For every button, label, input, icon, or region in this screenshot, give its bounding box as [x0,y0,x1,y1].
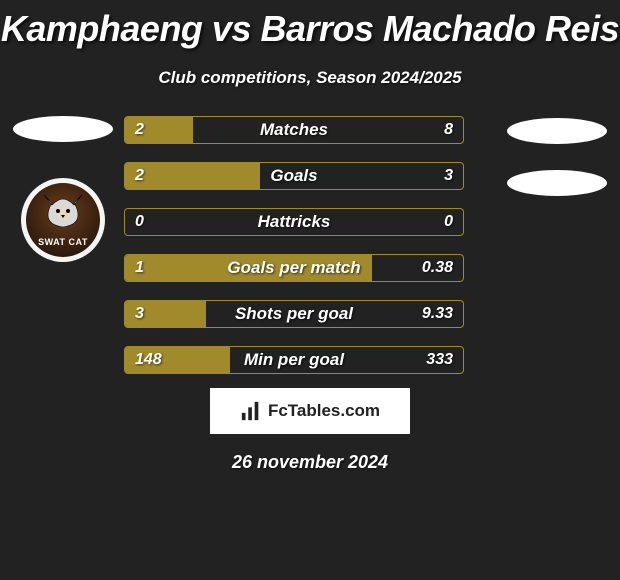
stats-bars: 2Matches8 2Goals3 0Hattricks0 1Goals per ma… [118,116,502,374]
stat-label: Goals per match [125,255,463,281]
badge-inner: SWAT CAT [26,183,100,257]
stat-row: 3Shots per goal9.33 [124,300,464,328]
chart-icon [240,400,262,422]
stat-right-value: 9.33 [422,301,453,327]
stat-row: 0Hattricks0 [124,208,464,236]
stat-right-value: 0.38 [422,255,453,281]
page-title: Kamphaeng vs Barros Machado Reis [0,0,620,50]
stat-label: Min per goal [125,347,463,373]
fctables-badge[interactable]: FcTables.com [210,388,410,434]
stat-row: 2Goals3 [124,162,464,190]
left-placeholder-ellipse [13,116,113,142]
stat-label: Goals [125,163,463,189]
right-placeholder-ellipse-2 [507,170,607,196]
stat-right-value: 8 [444,117,453,143]
stat-right-value: 3 [444,163,453,189]
left-column: SWAT CAT [8,116,118,374]
stat-label: Matches [125,117,463,143]
right-placeholder-ellipse-1 [507,118,607,144]
stat-row: 1Goals per match0.38 [124,254,464,282]
swat-cat-icon [38,191,88,231]
stat-label: Hattricks [125,209,463,235]
stat-right-value: 333 [426,347,453,373]
date-label: 26 november 2024 [0,452,620,473]
right-column [502,116,612,374]
footer-label: FcTables.com [268,401,380,421]
stat-row: 148Min per goal333 [124,346,464,374]
badge-label: SWAT CAT [38,237,88,247]
comparison-content: SWAT CAT 2Matches8 2Goals3 0Hattricks0 1Goa… [0,116,620,374]
left-team-badge: SWAT CAT [21,178,105,262]
stat-row: 2Matches8 [124,116,464,144]
stat-right-value: 0 [444,209,453,235]
page-subtitle: Club competitions, Season 2024/2025 [0,68,620,88]
stat-label: Shots per goal [125,301,463,327]
